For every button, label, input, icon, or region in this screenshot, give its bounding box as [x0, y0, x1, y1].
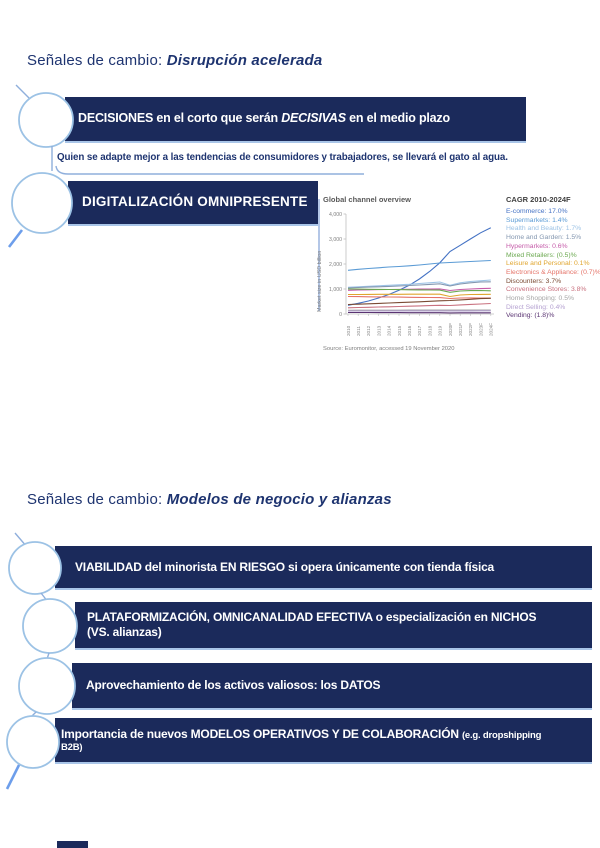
legend-entry: Home and Garden: 1.5% — [506, 234, 582, 242]
banner-datos-text: Aprovechamiento de los activos valiosos:… — [86, 678, 592, 693]
y-tick-label: 4,000 — [329, 212, 342, 218]
x-tick-label: 2013 — [376, 325, 381, 336]
x-tick-label: 2011 — [356, 326, 361, 336]
section1-title: Señales de cambio: Disrupción acelerada — [27, 52, 322, 69]
connector-underline — [55, 165, 364, 175]
chain-circle — [18, 657, 76, 715]
banner-digitalizacion-text: DIGITALIZACIÓN OMNIPRESENTE — [82, 194, 308, 210]
cutoff-banner-fragment — [57, 841, 88, 848]
y-tick-label: 2,000 — [329, 262, 342, 268]
series-line — [348, 293, 491, 298]
chart-legend-title: CAGR 2010-2024F — [506, 195, 571, 204]
series-line — [347, 288, 491, 293]
series-line — [347, 259, 491, 271]
banner-decisiones-pre: DECISIONES en el corto que serán — [78, 111, 282, 126]
legend-entry: Mixed Retailers: (0.5)% — [506, 251, 577, 259]
legend-entry: Leisure and Personal: 0.1% — [506, 260, 590, 268]
series-line — [347, 297, 491, 306]
series-line — [347, 302, 491, 309]
connector-line — [15, 84, 31, 100]
banner-modelos-main: Importancia de nuevos MODELOS OPERATIVOS… — [61, 726, 462, 741]
y-tick-label: 0 — [339, 312, 342, 318]
banner-datos-pre: Aprovechamiento de los activos valiosos: — [86, 678, 321, 693]
series-line — [347, 279, 491, 288]
section2-title: Señales de cambio: Modelos de negocio y … — [27, 491, 392, 508]
banner-modelos-operativos: Importancia de nuevos MODELOS OPERATIVOS… — [55, 718, 592, 764]
x-tick-label: 2012 — [366, 325, 371, 336]
banner-modelos-small1: (e.g. dropshipping — [461, 729, 542, 741]
x-tick-label: 2021F — [458, 323, 463, 336]
banner-plataformizacion-line2: (VS. alianzas) — [87, 625, 162, 639]
banner-viabilidad-text: VIABILIDAD del minorista EN RIESGO si op… — [75, 559, 495, 574]
y-tick-label: 3,000 — [329, 237, 342, 243]
banner-digitalizacion: DIGITALIZACIÓN OMNIPRESENTE — [68, 181, 318, 226]
banner-modelos-small2: B2B) — [61, 741, 83, 753]
chart-legend: CAGR 2010-2024F E-commerce: 17.0% Superma… — [506, 195, 600, 321]
banner-viabilidad: VIABILIDAD del minorista EN RIESGO si op… — [55, 546, 592, 590]
banner-decisiones-text: DECISIONES en el corto que serán DECISIV… — [78, 111, 526, 126]
chain-circle — [22, 598, 78, 654]
banner-plataformizacion: PLATAFORMIZACIÓN, OMNICANALIDAD EFECTIVA… — [75, 602, 592, 650]
global-channel-chart: Global channel overview 0 1,000 2,000 3,000… — [300, 193, 600, 369]
banner-decisiones-post: en el medio plazo — [345, 111, 450, 126]
section1-title-emphasis: Disrupción acelerada — [166, 52, 323, 69]
chain-circle — [6, 715, 60, 769]
legend-entry: Vending: (1.8)% — [506, 312, 555, 320]
chart-plot: 0 1,000 2,000 3,000 4,000 Market size in USD … — [317, 212, 494, 336]
y-axis-label: Market size in USD billion — [317, 251, 323, 312]
series-line — [347, 227, 492, 306]
series-line — [347, 281, 491, 289]
x-tick-label: 2019 — [438, 325, 443, 336]
banner-modelos-line1: Importancia de nuevos MODELOS OPERATIVOS… — [61, 727, 592, 742]
section2-title-emphasis: Modelos de negocio y alianzas — [166, 491, 392, 508]
legend-entry: Supermarkets: 1.4% — [506, 216, 568, 224]
x-tick-label: 2020F — [448, 323, 453, 336]
connector-line — [40, 592, 49, 603]
x-tick-label: 2023F — [478, 323, 483, 336]
x-tick-label: 2016 — [407, 325, 412, 336]
x-tick-label: 2015 — [397, 325, 402, 336]
series-line — [347, 295, 491, 300]
chain-circle — [8, 541, 62, 595]
legend-entry: Home Shopping: 0.5% — [506, 295, 575, 303]
chart-legend-entries: E-commerce: 17.0% Supermarkets: 1.4% Healt… — [506, 208, 600, 321]
magnifier-handle — [5, 764, 21, 790]
legend-entry: Health and Beauty: 1.7% — [506, 225, 582, 233]
note-adaptacion: Quien se adapte mejor a las tendencias d… — [57, 152, 508, 163]
banner-datos: Aprovechamiento de los activos valiosos:… — [72, 663, 592, 710]
legend-entry: Convenience Stores: 3.8% — [506, 286, 587, 294]
connector-line — [14, 532, 28, 548]
section2-title-prefix: Señales de cambio: — [27, 491, 167, 508]
x-tick-label: 2018 — [427, 325, 432, 336]
x-tick-label: 2022F — [468, 323, 473, 336]
chain-circle — [11, 172, 73, 234]
chart-source: Source: Euromonitor, accessed 19 Novembe… — [323, 346, 455, 352]
chart-left-rule — [318, 199, 320, 311]
section1-title-prefix: Señales de cambio: — [27, 52, 167, 69]
banner-decisiones: DECISIONES en el corto que serán DECISIV… — [65, 97, 526, 143]
legend-entry: Direct Selling: 0.4% — [506, 303, 566, 311]
chart-title: Global channel overview — [323, 195, 411, 204]
legend-entry: Hypermarkets: 0.6% — [506, 242, 568, 250]
banner-plataformizacion-line1: PLATAFORMIZACIÓN, OMNICANALIDAD EFECTIVA… — [87, 610, 537, 625]
x-tick-label: 2024F — [489, 323, 494, 336]
connector-line — [46, 652, 50, 660]
connector-line — [29, 711, 37, 719]
legend-entry: E-commerce: 17.0% — [506, 208, 568, 215]
banner-datos-bold: los DATOS — [320, 678, 381, 693]
x-tick-label: 2010 — [346, 325, 351, 336]
y-tick-label: 1,000 — [329, 287, 342, 293]
banner-decisiones-italic: DECISIVAS — [281, 111, 346, 126]
legend-entry: Electronics & Appliance: (0.7)% — [506, 268, 600, 276]
x-tick-label: 2014 — [387, 325, 392, 336]
magnifier-handle — [7, 229, 24, 248]
x-tick-label: 2017 — [417, 325, 422, 336]
legend-entry: Discounters: 3.7% — [506, 277, 562, 285]
